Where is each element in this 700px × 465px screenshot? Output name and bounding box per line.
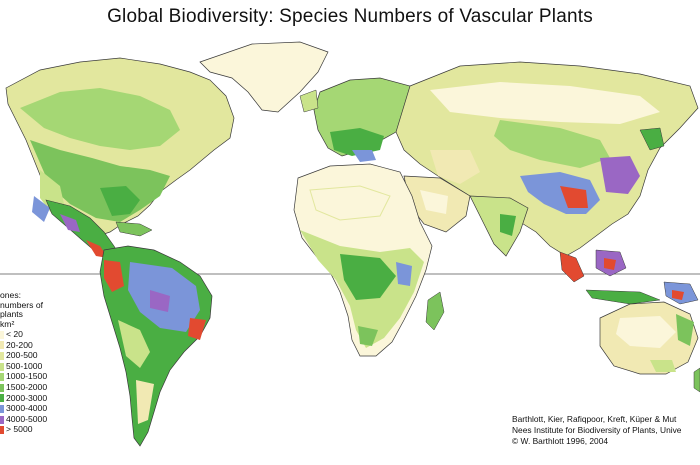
europe (299, 77, 421, 162)
arabia (403, 175, 471, 233)
south-america (99, 245, 213, 447)
legend-heading-line: ones: (0, 290, 22, 300)
legend-row: 20-200 (0, 340, 78, 351)
legend-swatch (0, 394, 4, 403)
legend-row: > 5000 (0, 425, 78, 436)
credit-line: © W. Barthlott 1996, 2004 (512, 435, 609, 446)
greenland (199, 41, 329, 113)
credits: Barthlott, Kier, Rafiqpoor, Kreft, Küper… (512, 414, 700, 447)
africa (293, 163, 445, 357)
legend-heading-line: plants (0, 309, 23, 320)
central-america (45, 199, 153, 263)
legend-heading-line: numbers of (0, 299, 43, 310)
legend-swatch (0, 330, 4, 339)
new-zealand (693, 367, 700, 393)
legend-row: 4000-5000 (0, 414, 78, 425)
legend-row: 3000-4000 (0, 404, 78, 415)
legend-swatch (0, 351, 4, 360)
legend-heading-line: km² (0, 318, 15, 329)
legend-label: 500-1000 (6, 360, 43, 371)
legend-swatch (0, 341, 4, 350)
australia (599, 301, 699, 375)
legend-row: 2000-3000 (0, 393, 78, 404)
legend-label: > 5000 (6, 424, 33, 435)
legend-label: 200-500 (6, 350, 38, 361)
legend-label: 1000-1500 (6, 371, 48, 382)
legend-label: 20-200 (6, 339, 33, 350)
credit-line: Barthlott, Kier, Rafiqpoor, Kreft, Küper… (512, 414, 677, 424)
legend-label: 2000-3000 (6, 392, 48, 403)
legend-row: 1500-2000 (0, 382, 78, 393)
legend-swatch (0, 404, 4, 413)
legend-swatch (0, 362, 4, 371)
india (469, 195, 529, 257)
legend-swatch (0, 415, 4, 424)
asia (395, 61, 699, 257)
legend-label: 1500-2000 (6, 381, 48, 392)
legend-row: 500-1000 (0, 361, 78, 372)
legend-row: 1000-1500 (0, 372, 78, 383)
southeast-asia (559, 249, 699, 305)
legend-swatch (0, 383, 4, 392)
legend-label: 3000-4000 (6, 403, 48, 414)
map-title: Global Biodiversity: Species Numbers of … (107, 6, 593, 27)
legend-swatch (0, 373, 4, 382)
legend-row: < 20 (0, 328, 78, 341)
credit-line: Nees Institute for Biodiversity of Plant… (512, 424, 682, 435)
legend-label: < 20 (6, 328, 23, 339)
legend-swatch (0, 426, 4, 435)
legend-heading: ones: numbers of plants km² (0, 290, 78, 330)
legend: ones: numbers of plants km² < 20 20-200 20… (0, 290, 78, 436)
north-america (5, 57, 235, 237)
legend-row: 200-500 (0, 351, 78, 362)
legend-label: 4000-5000 (6, 413, 48, 424)
legend-classes: < 20 20-200 200-500 500-1000 1000-1500 1500-2… (0, 328, 78, 436)
